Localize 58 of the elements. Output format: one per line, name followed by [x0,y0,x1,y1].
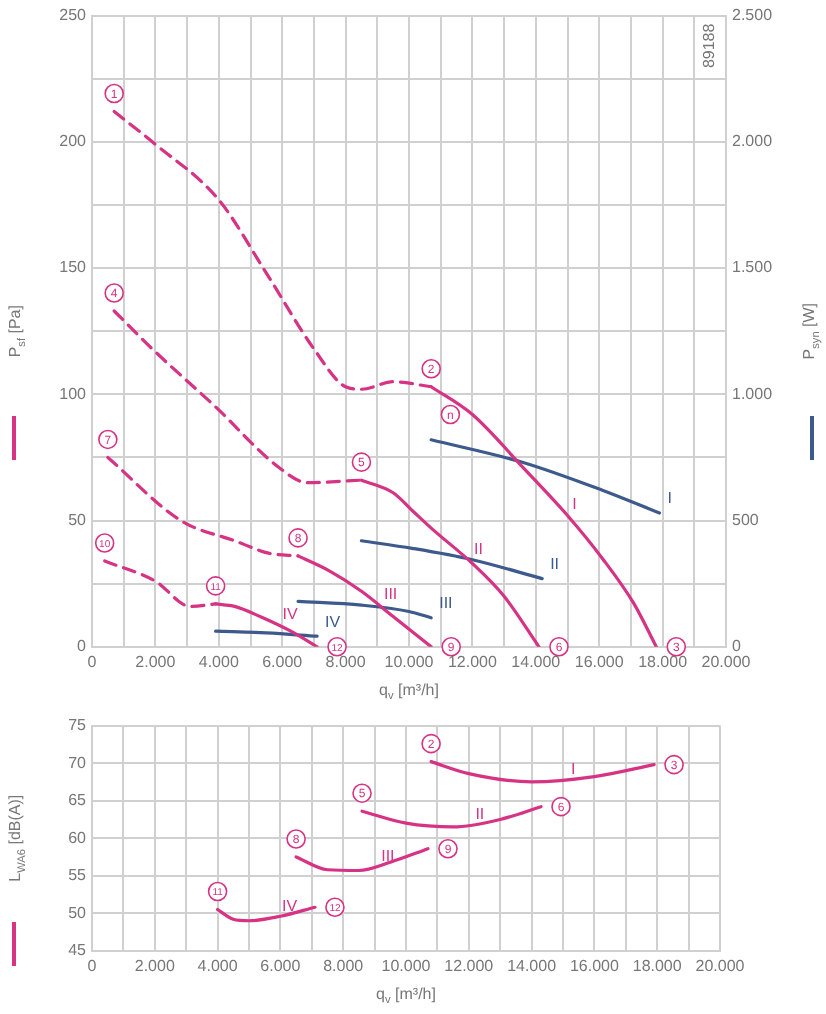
series-label: I [572,494,577,513]
y-tick-label: 75 [68,716,88,735]
series-label: IV [325,612,342,631]
y-tick-label: 250 [59,6,88,25]
line-series [359,539,544,581]
series-label: II [550,555,560,574]
series-label: I [667,489,672,508]
x-tick-label: 10.000 [381,956,432,975]
series-label: I [570,759,576,778]
x-tick-label: 18.000 [638,652,689,671]
series-label: II [475,804,485,823]
y-tick-label: 50 [68,903,88,922]
x-tick-label: 10.000 [384,652,435,671]
x-tick-label: 6.000 [260,956,302,975]
x-tick-label: 20.000 [695,956,746,975]
x-tick-label: 20.000 [701,652,752,671]
y-tick-label: 60 [68,828,88,847]
y-tick-label: 45 [68,941,88,960]
x-tick-label: 8.000 [325,652,367,671]
line-series [294,847,430,873]
line-series [296,599,433,620]
x-tick-label: 4.000 [198,652,240,671]
y-tick-label: 0 [77,637,88,656]
y2-tick-label: 0 [732,637,742,656]
x-tick-label: 8.000 [323,956,365,975]
x-tick-label: 18.000 [632,956,683,975]
y-tick-label: 65 [68,791,88,810]
x-tick-label: 2.000 [135,652,177,671]
line-series [429,438,662,515]
y-tick-label: 50 [68,510,88,529]
x-tick-label: 2.000 [134,956,176,975]
x-tick-label: 6.000 [262,652,304,671]
y-tick-label: 200 [59,132,88,151]
y-tick-label: 100 [59,384,88,403]
line-series [429,760,656,784]
y2-tick-label: 2.500 [732,6,774,25]
line-series [360,805,543,829]
y2-tick-label: 2.000 [732,132,774,151]
series-label: III [439,594,453,613]
y-tick-label: 70 [68,753,88,772]
x-tick-label: 14.000 [507,956,558,975]
y-tick-label: 150 [59,258,88,277]
series-label: II [473,540,483,559]
x-tick-label: 12.000 [444,956,495,975]
y2-tick-label: 1.000 [732,384,774,403]
annotation: 89188 [700,22,719,69]
y2-tick-label: 500 [732,510,760,529]
series-label: III [381,846,395,865]
x-tick-label: 14.000 [511,652,562,671]
series-label: IV [282,604,299,623]
series-label: III [383,584,398,603]
x-tick-label: 4.000 [197,956,239,975]
x-tick-label: 12.000 [447,652,498,671]
y2-tick-label: 1.500 [732,258,774,277]
legend-label: IV [282,897,299,916]
x-tick-label: 16.000 [574,652,625,671]
x-tick-label: 16.000 [569,956,620,975]
y-tick-label: 55 [68,866,88,885]
